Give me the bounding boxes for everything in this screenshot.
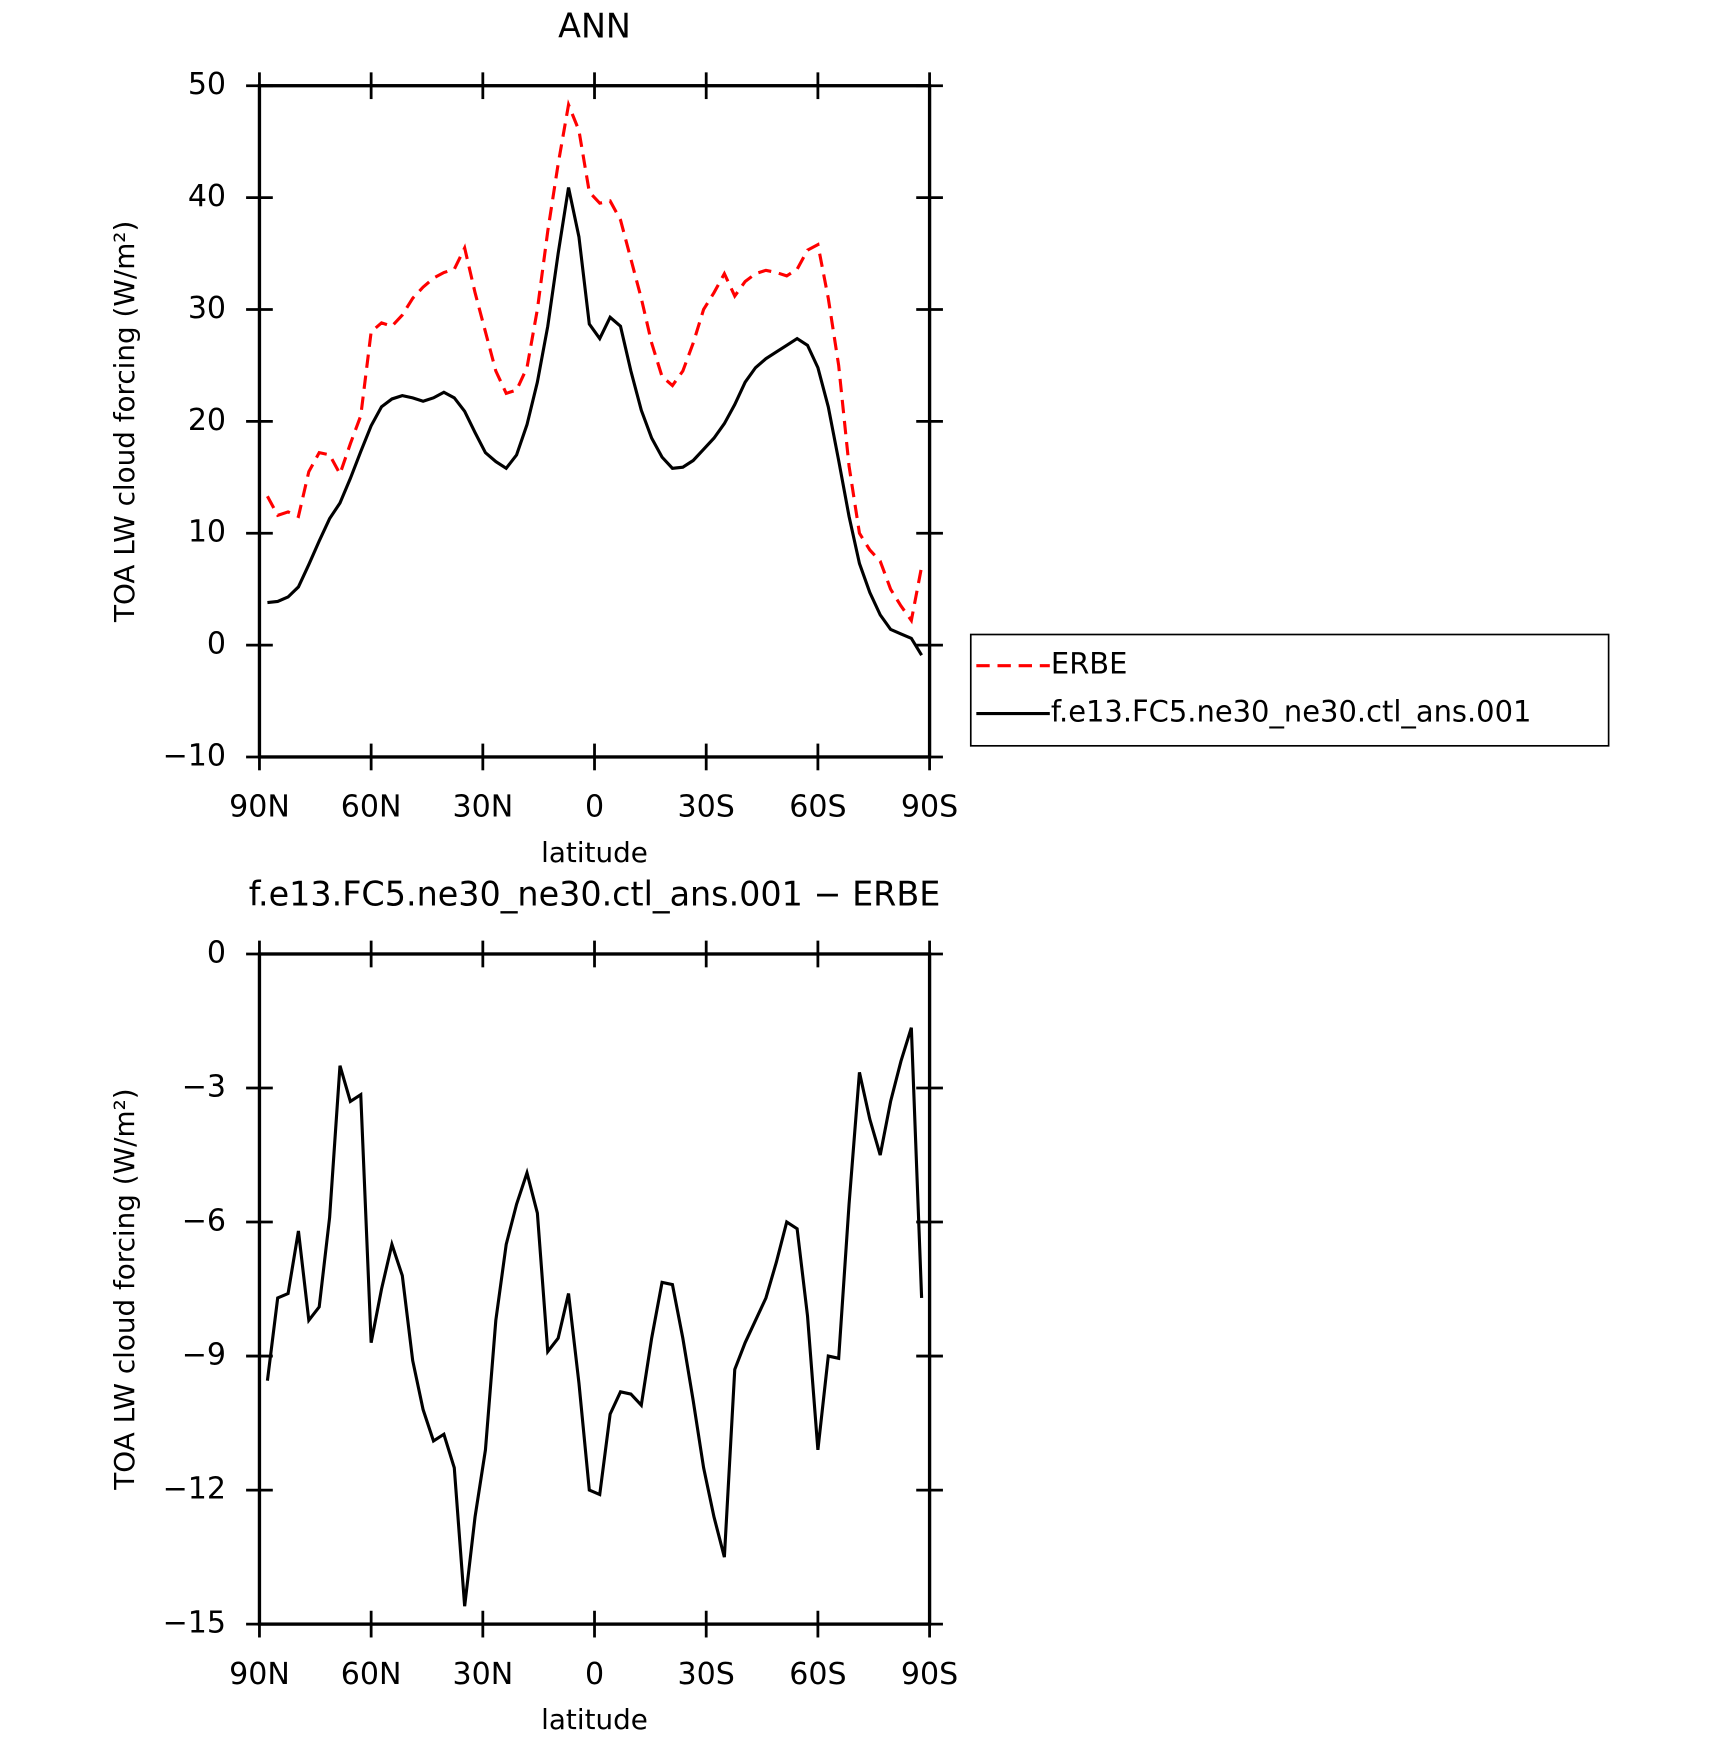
y-tick-label: 30	[188, 291, 226, 326]
legend-label: f.e13.FC5.ne30_ne30.ctl_ans.001	[1051, 695, 1532, 729]
x-tick-label: 30N	[452, 790, 513, 825]
x-tick-label: 60N	[341, 790, 402, 825]
x-tick-label: 90N	[229, 1657, 290, 1692]
y-tick-label: 10	[188, 515, 226, 550]
chart-title: ANN	[558, 6, 631, 45]
y-axis-label: TOA LW cloud forcing (W/m²)	[108, 221, 141, 623]
chart: f.e13.FC5.ne30_ne30.ctl_ans.001 − ERBE la…	[108, 875, 958, 1736]
x-tick-label: 0	[585, 1657, 604, 1692]
y-tick-label: −12	[163, 1472, 226, 1507]
y-axis-label: TOA LW cloud forcing (W/m²)	[108, 1088, 141, 1490]
y-tick-label: −6	[182, 1204, 226, 1239]
legend-box	[969, 633, 1610, 747]
data-line	[266, 99, 924, 625]
x-tick-label: 60S	[789, 790, 846, 825]
x-tick-label: 30N	[452, 1657, 513, 1692]
x-tick-label: 90S	[901, 790, 958, 825]
y-tick-label: 50	[188, 67, 226, 102]
x-tick-label: 60S	[789, 1657, 846, 1692]
y-tick-label: −10	[163, 738, 226, 773]
y-tick-label: 0	[207, 627, 226, 662]
x-tick-label: 30S	[678, 790, 735, 825]
chart: ANN latitude TOA LW cloud forcing (W/m²) −1…	[108, 6, 1610, 869]
x-tick-label: 60N	[341, 1657, 402, 1692]
plot-frame	[257, 952, 932, 1626]
data-line	[267, 187, 923, 656]
data-line	[265, 1027, 924, 1607]
y-tick-label: 20	[188, 403, 226, 438]
x-tick-label: 0	[585, 790, 604, 825]
legend: ERBE f.e13.FC5.ne30_ne30.ctl_ans.001	[969, 633, 1610, 747]
y-tick-label: −15	[163, 1606, 226, 1641]
y-tick-label: −9	[182, 1338, 226, 1373]
legend-label: ERBE	[1051, 647, 1128, 681]
x-axis-label: latitude	[541, 1703, 648, 1736]
y-tick-label: −3	[182, 1070, 226, 1105]
x-tick-label: 90S	[901, 1657, 958, 1692]
chart-title: f.e13.FC5.ne30_ne30.ctl_ans.001 − ERBE	[249, 875, 941, 914]
x-axis-label: latitude	[541, 836, 648, 869]
x-tick-label: 30S	[678, 1657, 735, 1692]
y-tick-label: 40	[188, 179, 226, 214]
x-tick-label: 90N	[229, 790, 290, 825]
y-tick-label: 0	[207, 935, 226, 970]
